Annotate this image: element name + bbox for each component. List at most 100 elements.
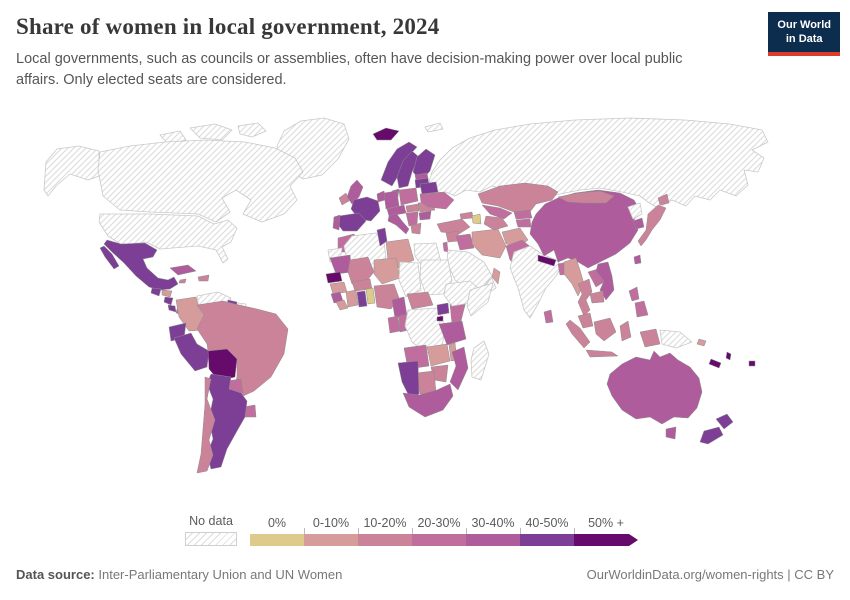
country-svalbard[interactable]: [424, 122, 444, 133]
legend-no-data-swatch[interactable]: [185, 532, 237, 546]
legend-band-swatch[interactable]: [574, 534, 638, 546]
country-ghana[interactable]: [356, 290, 368, 308]
country-georgia[interactable]: [459, 211, 474, 220]
country-australia[interactable]: [606, 350, 703, 425]
country-papua-new-guinea[interactable]: [659, 329, 693, 349]
country-sulawesi[interactable]: [619, 320, 632, 342]
country-arctic-island-2[interactable]: [237, 122, 267, 138]
country-turkey[interactable]: [436, 218, 471, 235]
country-somalia[interactable]: [466, 282, 494, 317]
legend-band-swatch[interactable]: [250, 534, 304, 546]
country-uganda[interactable]: [436, 302, 450, 316]
country-hungary[interactable]: [405, 203, 420, 213]
country-kyrgyzstan[interactable]: [513, 209, 533, 220]
country-iran[interactable]: [471, 228, 507, 259]
country-philippines-luzon[interactable]: [628, 286, 640, 302]
country-united-kingdom[interactable]: [346, 179, 364, 205]
country-alaska[interactable]: [43, 145, 100, 197]
country-philippines-mindanao[interactable]: [634, 300, 649, 318]
country-tanzania[interactable]: [438, 320, 467, 346]
country-costa-rica[interactable]: [167, 304, 177, 313]
country-zambia[interactable]: [426, 343, 451, 367]
country-belarus[interactable]: [419, 181, 439, 195]
country-ireland[interactable]: [338, 192, 350, 206]
country-tunisia[interactable]: [376, 227, 388, 247]
legend-band-swatch[interactable]: [466, 534, 520, 546]
country-iceland[interactable]: [372, 127, 400, 141]
country-serbia-balkans[interactable]: [405, 211, 419, 227]
legend-band-swatch[interactable]: [412, 534, 466, 546]
owid-link[interactable]: OurWorldinData.org/women-rights: [586, 567, 784, 582]
country-hispaniola[interactable]: [197, 274, 210, 282]
country-vanuatu[interactable]: [725, 351, 732, 361]
country-south-korea[interactable]: [632, 217, 645, 230]
country-chile[interactable]: [196, 376, 216, 474]
country-central-african-republic[interactable]: [406, 291, 434, 310]
country-solomon-islands[interactable]: [696, 338, 707, 347]
country-hokkaido[interactable]: [657, 193, 670, 206]
country-bulgaria[interactable]: [418, 210, 432, 221]
country-thailand[interactable]: [577, 278, 593, 317]
country-mongolia[interactable]: [557, 190, 615, 204]
country-chad[interactable]: [398, 261, 422, 298]
country-senegal[interactable]: [325, 271, 343, 284]
legend-no-data[interactable]: No data: [185, 514, 237, 546]
country-java[interactable]: [585, 349, 619, 358]
country-tajikistan[interactable]: [515, 218, 532, 228]
country-bolivia[interactable]: [207, 348, 238, 382]
country-cuba[interactable]: [169, 264, 197, 276]
country-namibia[interactable]: [397, 360, 420, 399]
country-borneo[interactable]: [593, 317, 617, 342]
country-new-zealand-south[interactable]: [699, 426, 724, 445]
country-turkmenistan[interactable]: [483, 215, 509, 231]
country-arctic-island-1[interactable]: [189, 123, 233, 141]
country-baja-california[interactable]: [99, 245, 120, 270]
country-japan[interactable]: [637, 204, 667, 247]
license-link[interactable]: CC BY: [794, 567, 834, 582]
country-tasmania[interactable]: [665, 426, 677, 440]
country-taiwan[interactable]: [633, 254, 642, 265]
legend-band-swatch[interactable]: [520, 534, 574, 546]
country-india[interactable]: [509, 245, 563, 319]
country-nicaragua[interactable]: [163, 296, 174, 306]
country-south-africa[interactable]: [402, 383, 454, 418]
country-sumatra[interactable]: [565, 319, 591, 349]
country-guatemala[interactable]: [150, 287, 162, 297]
country-israel-jordan[interactable]: [442, 241, 449, 253]
country-malaysia[interactable]: [577, 312, 594, 329]
country-rwanda[interactable]: [436, 315, 444, 322]
country-liberia[interactable]: [335, 299, 349, 311]
legend-band-swatch[interactable]: [358, 534, 412, 546]
country-arctic-island-3[interactable]: [159, 130, 187, 145]
country-vietnam[interactable]: [595, 261, 615, 301]
country-italy[interactable]: [387, 212, 410, 235]
country-portugal[interactable]: [332, 214, 341, 231]
country-poland[interactable]: [398, 187, 419, 206]
country-nepal[interactable]: [537, 254, 557, 267]
country-benelux[interactable]: [376, 190, 386, 203]
country-fiji[interactable]: [748, 360, 756, 367]
country-new-zealand-north[interactable]: [715, 413, 734, 430]
country-uzbekistan[interactable]: [481, 204, 513, 220]
country-gabon[interactable]: [387, 315, 401, 334]
country-sri-lanka[interactable]: [543, 309, 554, 324]
country-spain[interactable]: [336, 212, 367, 232]
country-benin-togo[interactable]: [365, 287, 376, 305]
country-oman[interactable]: [491, 267, 501, 285]
country-greece[interactable]: [410, 222, 422, 235]
country-mexico[interactable]: [103, 239, 179, 291]
country-iraq[interactable]: [455, 233, 475, 251]
country-new-caledonia[interactable]: [708, 358, 722, 369]
country-west-papua[interactable]: [639, 328, 661, 348]
country-cote-divoire[interactable]: [345, 289, 359, 308]
country-cambodia[interactable]: [589, 290, 605, 304]
country-north-korea[interactable]: [627, 202, 643, 220]
country-germany[interactable]: [383, 190, 400, 210]
country-jamaica[interactable]: [178, 278, 187, 284]
country-peru[interactable]: [173, 332, 210, 372]
owid-logo[interactable]: Our World in Data: [768, 12, 840, 56]
country-kazakhstan[interactable]: [477, 182, 559, 213]
country-china[interactable]: [529, 189, 641, 269]
country-ukraine[interactable]: [419, 191, 455, 210]
